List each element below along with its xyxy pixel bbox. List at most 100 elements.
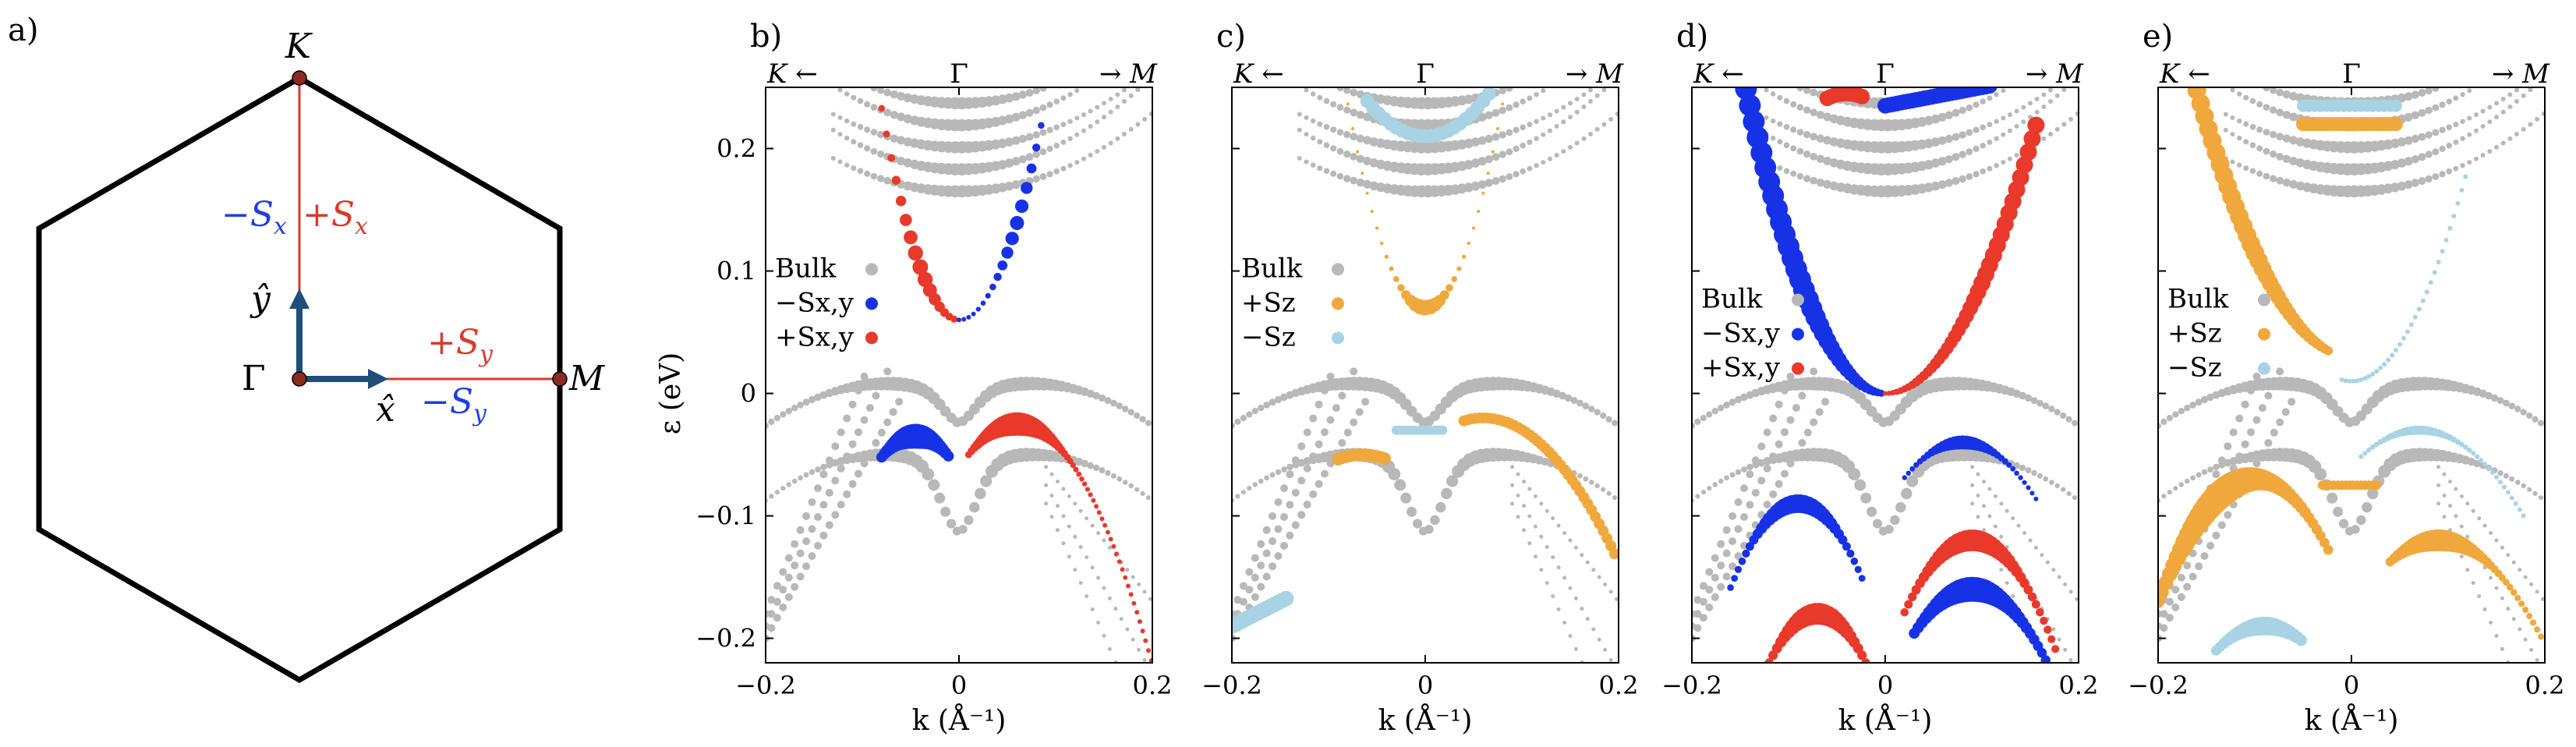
bulk-point — [1796, 147, 1804, 155]
plus-sz-point — [1365, 191, 1369, 195]
bulk-point — [877, 380, 886, 388]
bulk-point — [1251, 408, 1259, 415]
bulk-point — [870, 147, 878, 155]
bulk-point — [784, 573, 793, 582]
plus-sxy-point — [2015, 156, 2033, 174]
bulk-point — [2439, 126, 2446, 133]
bulk-point — [1356, 134, 1365, 143]
minus-sxy-point — [993, 272, 1002, 281]
minus-sz-point — [2420, 298, 2426, 303]
bulk-point — [1541, 160, 1546, 165]
bulk-point — [1510, 465, 1515, 469]
bulk-point — [2184, 405, 2191, 412]
x-tick-label: 0 — [1417, 671, 1433, 700]
bulk-point — [1257, 582, 1265, 591]
bulk-point — [2527, 487, 2532, 492]
bulk-point — [2195, 562, 2203, 571]
bulk-point — [1011, 112, 1021, 122]
bulk-point — [2213, 463, 2220, 471]
plus-sz-point — [1379, 241, 1384, 246]
bulk-point — [837, 115, 843, 120]
bulk-point — [1987, 165, 1993, 172]
bulk-point — [1534, 119, 1539, 124]
bulk-point — [791, 540, 799, 548]
bulk-point — [1815, 408, 1824, 416]
bulk-point — [2178, 482, 2184, 487]
bulk-point — [1134, 412, 1141, 420]
bulk-point — [1612, 495, 1618, 501]
bulk-point — [766, 621, 770, 630]
bulk-point — [1269, 472, 1276, 478]
bulk-point — [2465, 568, 2470, 572]
bulk-point — [1556, 607, 1561, 611]
plus-sxy-point — [1111, 543, 1116, 549]
bulk-point — [2282, 134, 2291, 143]
bulk-point — [2489, 621, 2493, 625]
bulk-point — [1115, 92, 1120, 97]
bulk-point — [1930, 137, 1941, 147]
bulk-point — [2270, 106, 2277, 114]
bulk-point — [2207, 466, 2213, 473]
bulk-point — [819, 501, 828, 509]
bulk-point — [1039, 129, 1047, 136]
plus-sz-point — [1375, 226, 1379, 230]
minus-sxy-point — [1905, 470, 1912, 476]
bulk-point — [2480, 124, 2486, 129]
bulk-point — [773, 614, 781, 622]
bulk-point — [2467, 457, 2475, 466]
bulk-point — [808, 525, 816, 533]
panel-e-label: e) — [2143, 19, 2173, 55]
minus-sz-point — [2451, 214, 2457, 219]
bulk-point — [1286, 470, 1294, 479]
plus-sz-point — [2498, 574, 2506, 582]
panel-a: a) K M Γ ŷ x̂ −Sx +Sx +Sy −Sy — [8, 12, 605, 684]
bulk-point — [2028, 538, 2033, 543]
bulk-point — [1533, 494, 1537, 498]
plus-sz-point — [1378, 452, 1391, 465]
minus-sz-point — [2378, 365, 2383, 370]
bulk-point — [1104, 397, 1112, 405]
bulk-point — [897, 157, 906, 165]
bulk-point — [2425, 131, 2433, 139]
x-axis-label: k (Å⁻¹) — [1378, 704, 1473, 737]
bulk-point — [1763, 428, 1771, 437]
bulk-point — [1120, 674, 1123, 678]
bulk-point — [1790, 145, 1797, 152]
bulk-point — [1011, 92, 1021, 101]
bulk-point — [1930, 181, 1941, 191]
bulk-point — [1484, 111, 1494, 119]
bulk-point — [1053, 124, 1060, 131]
panel-c: −0.2 0 0.2 c)K ← Γ → M k (Å⁻¹) Bulk+Sz−Sz — [1201, 19, 1638, 737]
bulk-point — [1568, 144, 1573, 150]
bulk-point — [2049, 480, 2054, 485]
bulk-point — [1527, 487, 1532, 491]
bulk-point — [1269, 398, 1276, 406]
bulk-point — [1513, 126, 1520, 133]
bulk-point — [2054, 126, 2060, 132]
plus-sxy-point — [1750, 696, 1757, 703]
minus-sz-point — [2366, 447, 2372, 453]
minus-sz-point — [2362, 376, 2368, 381]
bulk-point — [1527, 122, 1533, 128]
plus-sxy-point — [2027, 592, 2037, 602]
minus-sz-point — [1438, 425, 1448, 435]
bulk-point — [1556, 523, 1561, 528]
bulk-point — [1311, 162, 1316, 168]
bulk-point — [2439, 171, 2446, 178]
x-tick-label: 0.2 — [1133, 671, 1173, 700]
bulk-point — [1363, 179, 1372, 189]
bulk-point — [2327, 492, 2338, 504]
minus-sz-point — [2394, 348, 2398, 352]
plus-sz-point — [2522, 607, 2529, 613]
bulk-point — [2068, 589, 2073, 594]
bulk-point — [1746, 463, 1753, 471]
bulk-point — [1534, 163, 1539, 168]
minus-sz-point — [1278, 590, 1294, 607]
bulk-point — [1304, 132, 1309, 137]
bulk-point — [1603, 713, 1607, 717]
minus-sxy-point — [980, 300, 986, 306]
bulk-point — [1994, 163, 1999, 168]
bulk-point — [1699, 582, 1707, 590]
bulk-point — [1746, 470, 1754, 479]
bulk-point — [1717, 540, 1725, 548]
